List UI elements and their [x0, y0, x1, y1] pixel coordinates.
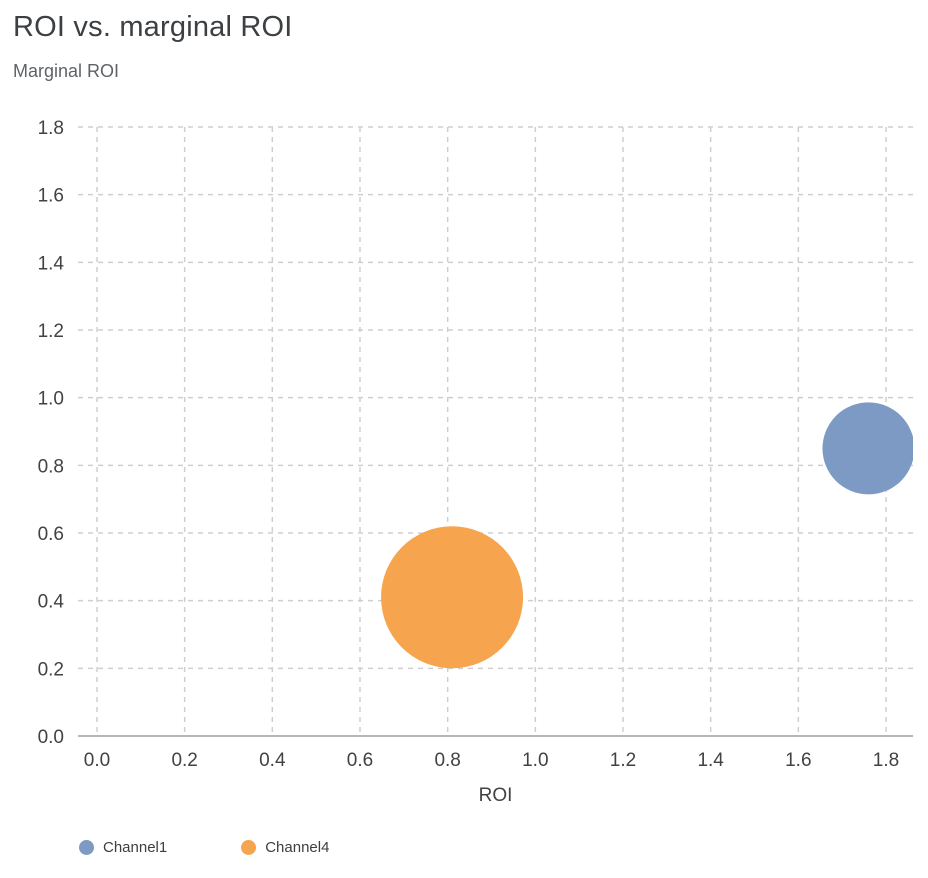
- legend-dot-icon: [79, 840, 94, 855]
- chart-title: ROI vs. marginal ROI: [13, 11, 293, 43]
- y-tick-label: 1.8: [38, 118, 64, 139]
- legend-item-channel4[interactable]: Channel4: [241, 839, 329, 856]
- x-tick-label: 1.2: [610, 750, 636, 771]
- y-tick-label: 0.0: [38, 727, 64, 748]
- plot-area: [381, 402, 914, 669]
- x-tick-label: 0.2: [171, 750, 197, 771]
- y-tick-label: 1.6: [38, 186, 64, 207]
- x-axis-title: ROI: [479, 785, 513, 806]
- legend-label: Channel1: [103, 839, 168, 856]
- legend-item-channel1[interactable]: Channel1: [79, 839, 167, 856]
- y-tick-label: 0.6: [38, 524, 64, 545]
- legend: Channel1 Channel4: [79, 839, 329, 856]
- bubble-chart[interactable]: 0.0 0.2 0.4 0.6 0.8 1.0 1.2 1.4 1.6 1.8 0.0 0.2 0.4 0…: [0, 100, 928, 816]
- y-tick-label: 0.2: [38, 659, 64, 680]
- x-tick-label: 1.6: [785, 750, 811, 771]
- y-axis-title: Marginal ROI: [13, 61, 120, 81]
- bubble-channel4[interactable]: [381, 526, 524, 669]
- x-tick-label: 0.8: [434, 750, 460, 771]
- x-tick-label: 0.0: [84, 750, 110, 771]
- x-tick-label: 1.8: [873, 750, 899, 771]
- y-tick-label: 0.8: [38, 456, 64, 477]
- y-tick-label: 1.2: [38, 321, 64, 342]
- x-tick-label: 1.0: [522, 750, 548, 771]
- x-tick-label: 0.4: [259, 750, 286, 771]
- y-tick-label: 0.4: [38, 592, 65, 613]
- y-tick-label: 1.4: [38, 253, 65, 274]
- y-tick-label: 1.0: [38, 389, 64, 410]
- legend-label: Channel4: [265, 839, 330, 856]
- legend-dot-icon: [241, 840, 257, 855]
- x-tick-label: 0.6: [347, 750, 373, 771]
- x-tick-label: 1.4: [697, 750, 724, 771]
- bubble-channel1[interactable]: [822, 402, 914, 495]
